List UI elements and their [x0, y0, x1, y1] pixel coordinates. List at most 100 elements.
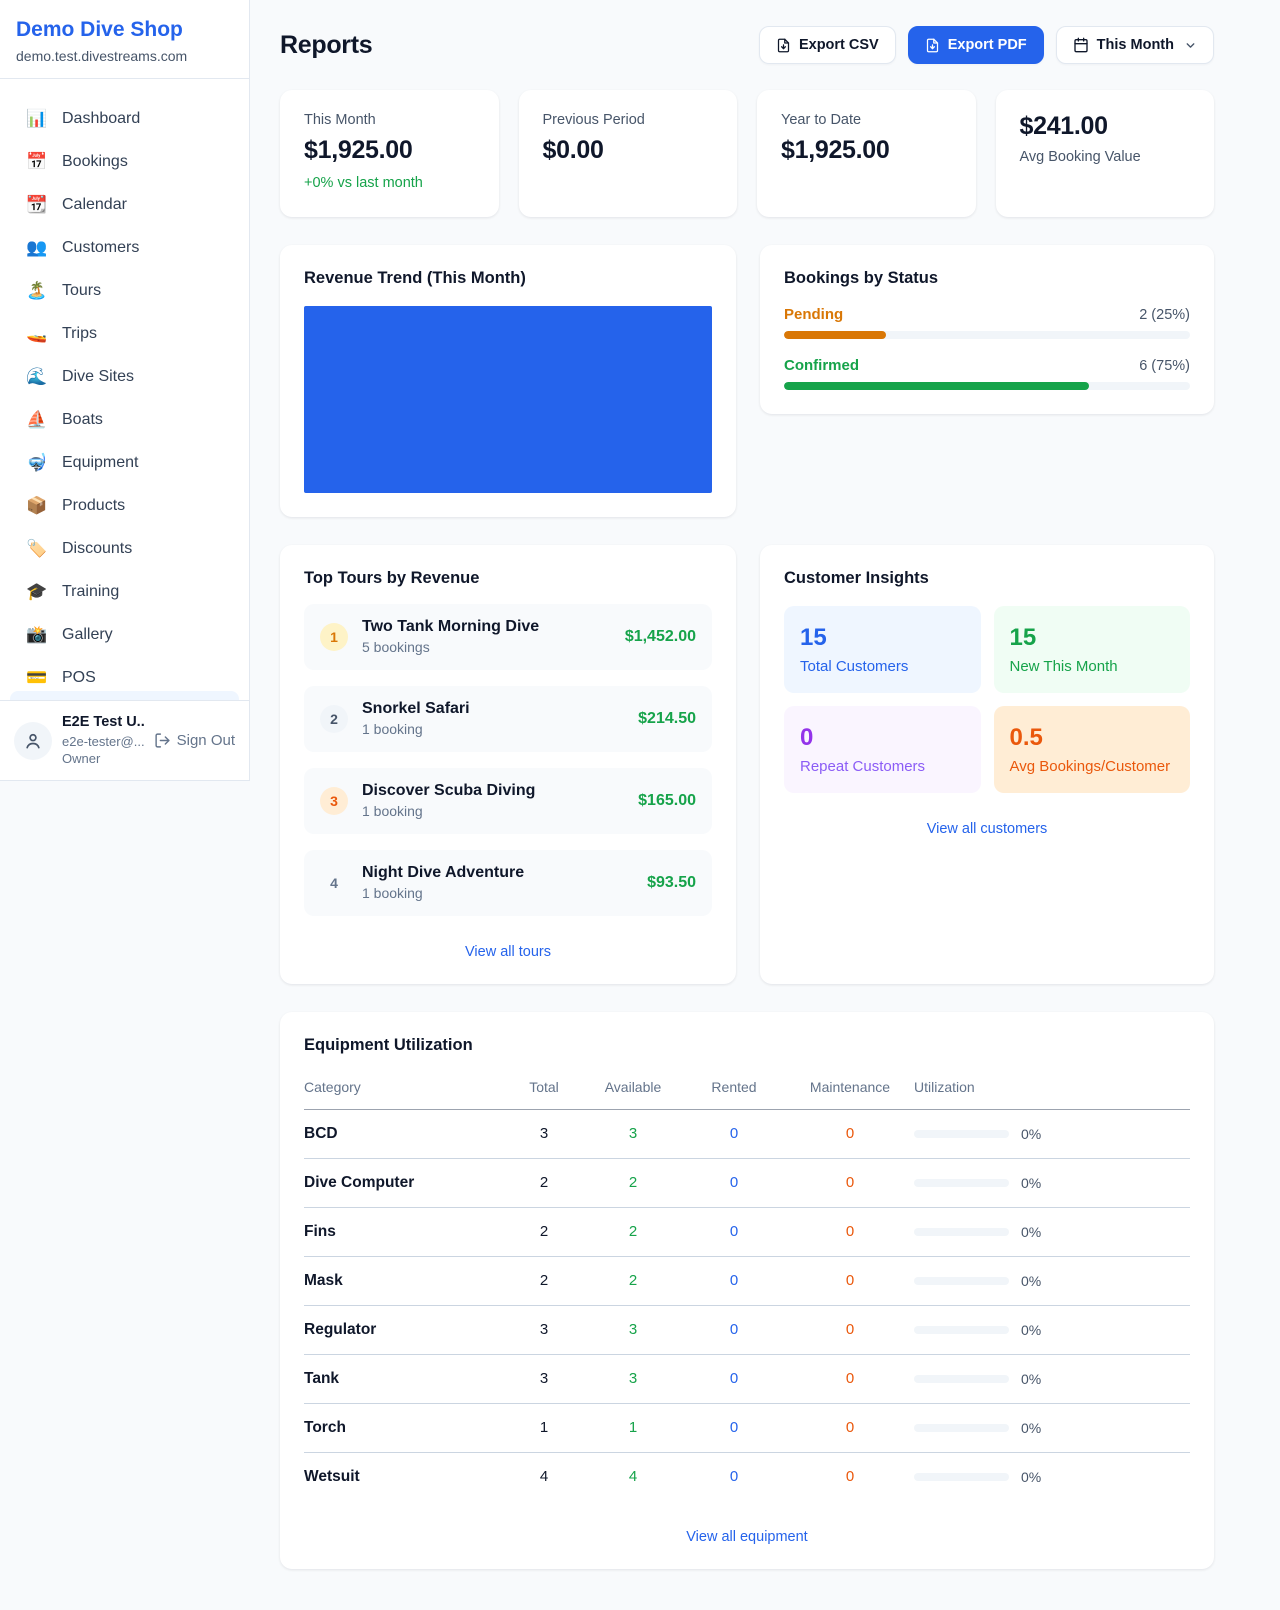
status-bar-fill [784, 331, 886, 339]
sidebar-item-trips[interactable]: 🚤 Trips [10, 312, 239, 355]
status-row-confirmed: Confirmed 6 (75%) [784, 357, 1190, 390]
stat-card-avg-booking-value: $241.00 Avg Booking Value [995, 90, 1214, 217]
utilization-percent: 0% [1021, 1321, 1042, 1338]
sidebar-item-calendar[interactable]: 📆 Calendar [10, 183, 239, 226]
export-csv-button[interactable]: Export CSV [758, 26, 896, 64]
view-all-customers-link[interactable]: View all customers [926, 821, 1048, 837]
cell-utilization: 0% [914, 1403, 1190, 1453]
utilization-bar-track [914, 1178, 1009, 1187]
cell-rented: 0 [682, 1403, 786, 1453]
cell-available: 2 [584, 1256, 682, 1306]
package-icon: 📦 [26, 495, 48, 515]
bookings-by-status-title: Bookings by Status [784, 269, 939, 287]
bookings-by-status-card: Bookings by Status Pending 2 (25%) Confi… [760, 245, 1214, 414]
tour-amount: $93.50 [647, 873, 696, 891]
cell-category: BCD [304, 1109, 504, 1159]
user-email: e2e-tester@... [62, 733, 144, 749]
sidebar-item-label: Gallery [62, 625, 113, 643]
stat-card-this-month: This Month $1,925.00 +0% vs last month [280, 90, 499, 217]
cell-category: Dive Computer [304, 1158, 504, 1208]
user-section: E2E Test U... e2e-tester@... Owner Sign … [0, 700, 249, 780]
sidebar-item-discounts[interactable]: 🏷️ Discounts [10, 527, 239, 570]
sidebar-item-tours[interactable]: 🏝️ Tours [10, 269, 239, 312]
sidebar-item-label: Dive Sites [62, 367, 135, 385]
top-tours-title: Top Tours by Revenue [304, 569, 480, 587]
tour-item: 4 Night Dive Adventure 1 booking $93.50 [304, 849, 712, 916]
sidebar: Demo Dive Shop demo.test.divestreams.com… [0, 0, 250, 781]
cell-category: Regulator [304, 1305, 504, 1355]
col-header-category: Category [304, 1068, 504, 1110]
utilization-bar-track [914, 1276, 1009, 1285]
view-all-tours-link[interactable]: View all tours [465, 943, 551, 960]
sidebar-item-label: Dashboard [62, 109, 141, 127]
customers-icon: 👥 [26, 237, 48, 257]
equipment-utilization-card: Equipment Utilization Category Total Ava… [280, 1011, 1214, 1569]
view-all-equipment-link[interactable]: View all equipment [686, 1528, 808, 1545]
cell-total: 3 [504, 1305, 584, 1355]
cell-category: Wetsuit [304, 1467, 360, 1485]
cell-maintenance: 0 [786, 1403, 914, 1453]
stats-row: This Month $1,925.00 +0% vs last month P… [280, 90, 1214, 217]
sidebar-item-customers[interactable]: 👥 Customers [10, 226, 239, 269]
status-label: Pending [784, 306, 844, 323]
sidebar-header: Demo Dive Shop demo.test.divestreams.com [0, 0, 249, 79]
sidebar-item-training[interactable]: 🎓 Training [10, 570, 239, 613]
sidebar-item-gallery[interactable]: 📸 Gallery [10, 613, 239, 656]
col-header-utilization: Utilization [914, 1068, 1190, 1110]
insight-label: Repeat Customers [800, 758, 926, 775]
camera-icon: 📸 [26, 624, 48, 644]
cell-utilization: 0% [914, 1305, 1190, 1355]
status-label: Confirmed [784, 357, 859, 374]
sidebar-item-pos[interactable]: 💳 POS [10, 656, 239, 691]
cell-rented: 0 [682, 1354, 786, 1404]
cell-category: Mask [304, 1256, 504, 1306]
cell-category: Torch [304, 1403, 504, 1453]
col-header-total: Total [504, 1068, 584, 1110]
insights-row: Top Tours by Revenue 1 Two Tank Morning … [280, 545, 1214, 984]
cell-available: 2 [584, 1158, 682, 1208]
export-pdf-button[interactable]: Export PDF [907, 26, 1044, 64]
utilization-bar-track [914, 1472, 1009, 1481]
island-icon: 🏝️ [26, 280, 48, 300]
insight-label: Avg Bookings/Customer [1009, 758, 1171, 775]
sidebar-item-products[interactable]: 📦 Products [10, 484, 239, 527]
sidebar-item-equipment[interactable]: 🤿 Equipment [10, 441, 239, 484]
cell-maintenance: 0 [786, 1354, 914, 1404]
sidebar-item-label: Customers [62, 238, 140, 256]
table-row: Wetsuit 4 4 0 0 0% [304, 1452, 1190, 1501]
period-dropdown[interactable]: This Month [1055, 26, 1214, 64]
utilization-bar-track [914, 1423, 1009, 1432]
rank-badge: 4 [330, 874, 338, 891]
cell-utilization: 0% [914, 1207, 1190, 1257]
cell-rented: 0 [682, 1207, 786, 1257]
sidebar-item-reports-partial[interactable] [10, 691, 239, 701]
status-bar-fill [784, 382, 1089, 390]
graduation-cap-icon: 🎓 [26, 581, 48, 601]
insight-new-this-month: 15 New This Month [993, 606, 1190, 693]
file-download-icon [777, 38, 790, 52]
cell-utilization: 0% [914, 1452, 1190, 1501]
header-actions: Export CSV Export PDF This Month [758, 26, 1214, 64]
sidebar-item-dashboard[interactable]: 📊 Dashboard [10, 97, 239, 140]
top-tours-card: Top Tours by Revenue 1 Two Tank Morning … [280, 545, 736, 984]
sidebar-item-label: Trips [62, 324, 97, 342]
stat-label: Previous Period [542, 112, 645, 128]
cell-total: 1 [504, 1403, 584, 1453]
equipment-table: Category Total Available Rented Maintena… [304, 1068, 1190, 1501]
cell-total: 4 [539, 1468, 549, 1486]
sidebar-item-label: Products [62, 496, 126, 514]
table-header-row: Category Total Available Rented Maintena… [304, 1068, 1190, 1110]
stat-value: $1,925.00 [781, 136, 890, 164]
sidebar-item-boats[interactable]: ⛵ Boats [10, 398, 239, 441]
user-role: Owner [62, 751, 101, 767]
equipment-utilization-title: Equipment Utilization [304, 1035, 473, 1054]
cell-available: 1 [584, 1403, 682, 1453]
user-name: E2E Test U... [62, 714, 144, 731]
sidebar-item-dive-sites[interactable]: 🌊 Dive Sites [10, 355, 239, 398]
logout-icon [155, 733, 170, 748]
cell-utilization: 0% [914, 1109, 1190, 1159]
tour-bookings: 5 bookings [362, 639, 430, 656]
sign-out-button[interactable]: Sign Out [154, 732, 235, 749]
sidebar-item-bookings[interactable]: 📅 Bookings [10, 140, 239, 183]
table-row: Tank 3 3 0 0 0% [304, 1354, 1190, 1404]
